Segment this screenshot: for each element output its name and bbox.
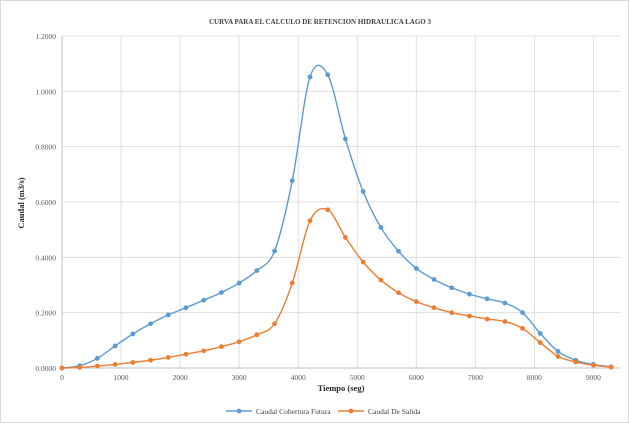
data-point: [484, 316, 490, 322]
data-point: [396, 290, 401, 296]
data-point: [183, 305, 189, 311]
data-point: [289, 280, 295, 286]
data-point: [431, 305, 437, 311]
data-point: [520, 326, 525, 331]
data-point: [343, 235, 348, 240]
data-point: [431, 277, 437, 282]
series-layer: [59, 64, 614, 371]
data-point: [591, 362, 596, 368]
data-point: [236, 280, 242, 286]
data-point: [502, 300, 508, 306]
data-point: [236, 339, 242, 345]
data-point: [148, 321, 153, 327]
data-point: [59, 365, 65, 371]
data-point: [77, 365, 83, 370]
data-point: [484, 296, 490, 302]
x-tick-label: 2000: [173, 373, 188, 382]
x-tick-label: 0: [60, 373, 64, 382]
data-point: [272, 321, 277, 327]
data-point: [360, 259, 366, 265]
data-point: [413, 266, 419, 271]
data-point: [537, 340, 543, 345]
x-tick-label: 5000: [350, 373, 365, 382]
x-tick-label: 9000: [586, 373, 601, 382]
data-point: [95, 355, 100, 361]
data-point: [254, 332, 260, 338]
data-point: [555, 349, 561, 354]
axes: 0.0000 0.2000 0.4000 0.6000 0.8000 1.0000 1.20…: [35, 32, 620, 382]
data-point: [307, 218, 313, 224]
data-point: [183, 351, 189, 357]
x-tick-label: 1000: [114, 373, 129, 382]
y-tick-label: 0.2000: [35, 309, 56, 318]
x-tick-label: 8000: [527, 373, 542, 382]
x-tick-label: 6000: [409, 373, 424, 382]
legend-label: Caudal Cobertura Futura: [256, 407, 331, 416]
x-tick-label: 7000: [468, 373, 483, 382]
data-point: [467, 313, 472, 319]
y-axis-title: Caudal (m3/s): [16, 177, 26, 228]
data-point: [112, 362, 118, 367]
data-point: [413, 299, 419, 304]
data-point: [467, 291, 472, 297]
data-point: [537, 331, 543, 336]
y-tick-label: 1.0000: [35, 87, 56, 96]
data-point: [378, 277, 384, 283]
data-point: [219, 344, 224, 350]
data-point: [449, 310, 455, 316]
data-point: [165, 355, 171, 360]
data-point: [272, 248, 277, 254]
data-point: [343, 136, 348, 142]
series-1: [59, 64, 614, 371]
legend-marker: [236, 408, 242, 414]
series-line: [61, 64, 612, 369]
x-tick-label: 4000: [291, 373, 306, 382]
legend-marker: [348, 408, 354, 414]
data-point: [449, 285, 455, 291]
x-tick-label: 3000: [232, 373, 247, 382]
y-tick-label: 0.6000: [35, 198, 56, 207]
y-tick-label: 1.2000: [35, 32, 56, 41]
data-point: [325, 72, 331, 78]
data-point: [502, 319, 508, 324]
data-point: [130, 331, 136, 337]
data-point: [95, 363, 100, 369]
data-point: [148, 357, 153, 363]
data-point: [520, 310, 525, 316]
data-point: [254, 268, 260, 274]
series-2: [59, 207, 614, 371]
data-point: [307, 74, 313, 80]
x-axis-title: Tiempo (seg): [318, 383, 365, 393]
data-point: [289, 178, 295, 184]
legend-item: Caudal Cobertura Futura: [226, 407, 331, 416]
data-point: [555, 353, 561, 359]
data-point: [130, 360, 136, 365]
data-point: [325, 207, 331, 213]
y-tick-label: 0.4000: [35, 253, 56, 262]
legend: Caudal Cobertura Futura Caudal De Salida: [226, 407, 421, 416]
data-point: [378, 225, 384, 230]
data-point: [165, 312, 171, 318]
data-point: [219, 290, 224, 295]
data-point: [112, 343, 118, 349]
chart-title: CURVA PARA EL CALCULO DE RETENCION HIDRA…: [209, 18, 431, 26]
data-point: [360, 189, 366, 194]
data-point: [201, 297, 207, 303]
y-tick-label: 0.8000: [35, 143, 56, 152]
data-point: [201, 348, 207, 354]
data-point: [573, 359, 579, 365]
legend-label: Caudal De Salida: [368, 407, 421, 416]
data-point: [608, 364, 614, 370]
legend-item: Caudal De Salida: [338, 407, 421, 416]
y-tick-label: 0.0000: [35, 364, 56, 373]
data-point: [396, 248, 401, 254]
